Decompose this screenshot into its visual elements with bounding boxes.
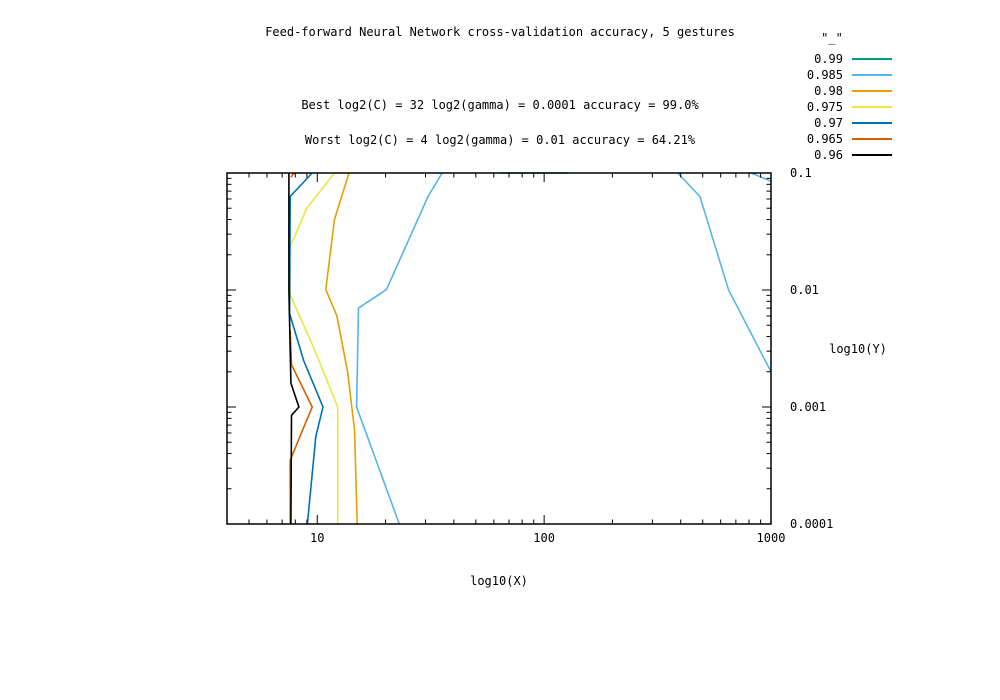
series-layer <box>288 172 772 525</box>
y-tick-label: 0.1 <box>790 166 812 180</box>
series-0.96 <box>288 173 300 525</box>
contour-line-0.98-0 <box>324 172 358 525</box>
legend-label-0.98: 0.98 <box>814 84 843 98</box>
legend: 0.99 0.985 0.98 0.975 0.97 0.965 0.96 <box>807 52 892 162</box>
series-0.975 <box>288 172 339 524</box>
series-0.98 <box>324 172 358 525</box>
worst-annotation: Worst log2(C) = 4 log2(gamma) = 0.01 acc… <box>305 133 696 147</box>
contour-line-0.97-0 <box>288 172 324 525</box>
legend-title: "_" <box>821 31 843 45</box>
y-axis-label: log10(Y) <box>829 342 887 356</box>
series-0.985 <box>355 172 772 525</box>
plot-frame <box>226 172 772 525</box>
x-axis-label: log10(X) <box>470 574 528 588</box>
series-0.97 <box>288 172 324 525</box>
contour-line-0.965-0 <box>289 330 314 524</box>
x-tick-label: 10 <box>310 531 324 545</box>
contour-line-0.985-0 <box>355 172 443 525</box>
contour-line-0.985-2 <box>751 172 772 183</box>
y-tick-label: 0.001 <box>790 400 826 414</box>
y-tick-label: 0.0001 <box>790 517 833 531</box>
chart-title: Feed-forward Neural Network cross-valida… <box>265 25 735 39</box>
legend-label-0.96: 0.96 <box>814 148 843 162</box>
ticks-layer: 10 100 1000 0.1 0.01 0.001 0.0001 <box>226 166 833 545</box>
contour-line-0.985-1 <box>677 172 772 373</box>
x-tick-label: 1000 <box>757 531 786 545</box>
legend-label-0.99: 0.99 <box>814 52 843 66</box>
y-tick-label: 0.01 <box>790 283 819 297</box>
contour-line-0.975-0 <box>288 172 339 524</box>
contour-line-0.96-0 <box>288 173 300 525</box>
legend-label-0.985: 0.985 <box>807 68 843 82</box>
legend-label-0.975: 0.975 <box>807 100 843 114</box>
legend-label-0.97: 0.97 <box>814 116 843 130</box>
x-tick-label: 100 <box>533 531 555 545</box>
legend-label-0.965: 0.965 <box>807 132 843 146</box>
series-0.965 <box>289 172 314 524</box>
best-annotation: Best log2(C) = 32 log2(gamma) = 0.0001 a… <box>301 98 699 112</box>
